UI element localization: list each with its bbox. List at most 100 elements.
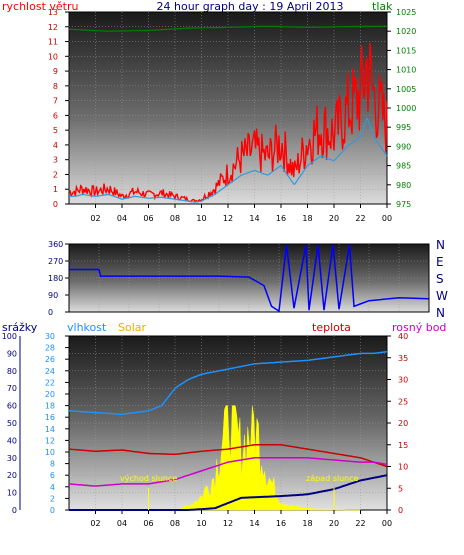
compass-label: S: [436, 272, 444, 286]
humidity-axis-label: vlhkost: [67, 321, 107, 334]
humidity-y-label: 18: [45, 402, 55, 411]
climate-x-label: 10: [196, 519, 206, 528]
wind-x-label: 18: [302, 214, 312, 223]
wind-x-label: 06: [143, 214, 153, 223]
climate-x-label: 20: [329, 519, 339, 528]
rain-y-label: 20: [7, 471, 17, 480]
wind-direction-line: [69, 244, 430, 313]
rain-y-label: 0: [12, 506, 17, 515]
wind-x-label: 02: [90, 214, 100, 223]
wind-y-label: 9: [53, 67, 58, 76]
rain-y-label: 10: [7, 489, 17, 498]
temperature-axis-label: teplota: [312, 321, 351, 334]
pressure-y-label: 1005: [396, 85, 416, 94]
pressure-y-label: 980: [396, 181, 411, 190]
wind-y-label: 10: [48, 52, 58, 61]
wind-x-label: 00: [382, 214, 392, 223]
rain-y-label: 50: [7, 419, 17, 428]
rain-y-label: 80: [7, 367, 17, 376]
humidity-y-label: 8: [50, 460, 55, 469]
humidity-y-label: 30: [45, 332, 55, 341]
pressure-y-label: 990: [396, 142, 411, 151]
solar-area: [174, 405, 361, 511]
pressure-y-label: 1010: [396, 66, 416, 75]
wind-y-label: 5: [53, 126, 58, 135]
temperature-y-label: 30: [398, 376, 408, 385]
wind-y-label: 7: [53, 97, 58, 106]
wind-y-label: 6: [53, 111, 58, 120]
wind-x-label: 16: [276, 214, 286, 223]
humidity-line: [68, 350, 388, 416]
sunset-label: západ slunce: [306, 474, 359, 483]
wind-x-label: 08: [170, 214, 180, 223]
wind-y-label: 4: [53, 141, 58, 150]
climate-x-label: 02: [90, 519, 100, 528]
pressure-axis-label: tlak: [372, 0, 393, 13]
climate-x-label: 00: [382, 519, 392, 528]
rain-y-label: 60: [7, 402, 17, 411]
rain-axis-label: srážky: [2, 321, 38, 334]
temperature-y-label: 25: [398, 397, 408, 406]
wind-speed-axis-label: rychlost větru: [2, 0, 78, 13]
wind-y-label: 0: [53, 200, 58, 209]
direction-y-label: 270: [48, 257, 63, 266]
pressure-y-label: 995: [396, 123, 411, 132]
wind-y-label: 2: [53, 170, 58, 179]
humidity-y-label: 20: [45, 390, 55, 399]
pressure-y-label: 1000: [396, 104, 416, 113]
humidity-y-label: 2: [50, 494, 55, 503]
rain-y-label: 90: [7, 349, 17, 358]
temperature-y-label: 40: [398, 332, 408, 341]
dewpoint-line: [68, 457, 388, 487]
temperature-y-label: 0: [398, 506, 403, 515]
rain-y-label: 100: [2, 332, 17, 341]
rain-y-label: 70: [7, 384, 17, 393]
temperature-y-label: 5: [398, 484, 403, 493]
pressure-y-label: 985: [396, 162, 411, 171]
pressure-y-label: 975: [396, 200, 411, 209]
humidity-y-label: 14: [45, 425, 55, 434]
sunrise-label: východ slunce: [120, 474, 177, 483]
climate-x-label: 08: [170, 519, 180, 528]
wind-x-label: 12: [223, 214, 233, 223]
wind-y-label: 12: [48, 23, 58, 32]
solar-axis-label: Solar: [118, 321, 147, 334]
dewpoint-axis-label: rosný bod: [392, 321, 446, 334]
climate-x-label: 16: [276, 519, 286, 528]
temperature-y-label: 20: [398, 419, 408, 428]
pressure-line: [68, 25, 387, 32]
compass-label: W: [436, 289, 448, 303]
compass-label: E: [436, 255, 444, 269]
direction-y-label: 0: [48, 308, 53, 317]
wind-average-line: [69, 117, 388, 203]
wind-y-label: 1: [53, 185, 58, 194]
climate-x-label: 18: [302, 519, 312, 528]
wind-y-label: 8: [53, 82, 58, 91]
rain-y-label: 30: [7, 454, 17, 463]
climate-x-label: 22: [355, 519, 365, 528]
humidity-y-label: 0: [50, 506, 55, 515]
compass-label: N: [436, 238, 445, 252]
chart-title: 24 hour graph day : 19 April 2013: [157, 0, 344, 13]
climate-x-label: 14: [249, 519, 259, 528]
humidity-y-label: 26: [45, 355, 55, 364]
wind-x-label: 14: [249, 214, 259, 223]
direction-y-label: 180: [48, 274, 63, 283]
direction-y-label: 90: [48, 291, 58, 300]
humidity-y-label: 22: [45, 378, 55, 387]
temperature-y-label: 15: [398, 441, 408, 450]
pressure-y-label: 1015: [396, 46, 416, 55]
pressure-y-label: 1025: [396, 8, 416, 17]
pressure-y-label: 1020: [396, 27, 416, 36]
climate-x-label: 12: [223, 519, 233, 528]
wind-y-label: 11: [48, 38, 58, 47]
wind-x-label: 20: [329, 214, 339, 223]
temperature-line: [68, 444, 388, 468]
wind-x-label: 04: [117, 214, 127, 223]
humidity-y-label: 24: [45, 367, 55, 376]
humidity-y-label: 12: [45, 436, 55, 445]
humidity-y-label: 16: [45, 413, 55, 422]
humidity-y-label: 4: [50, 483, 55, 492]
